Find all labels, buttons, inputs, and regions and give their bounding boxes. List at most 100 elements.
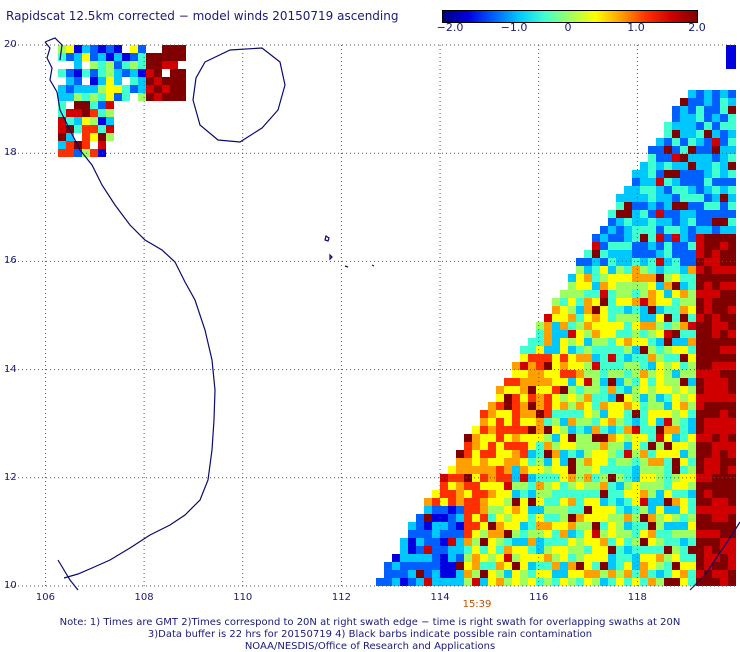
wind-cell — [712, 530, 720, 538]
wind-cell — [544, 418, 552, 426]
wind-cell — [712, 498, 720, 506]
wind-cell — [624, 570, 632, 578]
wind-cell — [728, 170, 736, 178]
wind-cell — [424, 538, 432, 546]
wind-cell — [584, 578, 592, 586]
wind-cell — [696, 554, 704, 562]
wind-cell — [656, 274, 664, 282]
wind-cell — [480, 434, 488, 442]
wind-cell — [584, 290, 592, 298]
coastline — [44, 37, 740, 591]
wind-cell — [720, 458, 728, 466]
wind-cell — [656, 498, 664, 506]
wind-cell — [688, 354, 696, 362]
wind-cell — [576, 330, 584, 338]
wind-cell — [568, 474, 576, 482]
wind-cell — [536, 498, 544, 506]
wind-cell — [576, 410, 584, 418]
wind-cell — [472, 538, 480, 546]
wind-cell — [656, 546, 664, 554]
wind-cell — [648, 194, 656, 202]
wind-cell — [704, 106, 712, 114]
wind-cell — [624, 242, 632, 250]
wind-cell — [544, 490, 552, 498]
wind-cell — [576, 306, 584, 314]
wind-cell — [592, 562, 600, 570]
wind-cell — [400, 562, 408, 570]
wind-cell — [66, 53, 74, 61]
wind-cell — [576, 514, 584, 522]
wind-cell — [560, 362, 568, 370]
wind-cell — [616, 450, 624, 458]
wind-cell — [496, 498, 504, 506]
swath-time-label: 15:39 — [462, 599, 492, 610]
wind-cell — [648, 458, 656, 466]
wind-cell — [536, 354, 544, 362]
wind-cell — [728, 122, 736, 130]
wind-cell — [440, 554, 448, 562]
wind-cell — [440, 490, 448, 498]
wind-cell — [536, 474, 544, 482]
wind-cell — [504, 442, 512, 450]
wind-cell — [680, 442, 688, 450]
wind-cell — [584, 426, 592, 434]
wind-cell — [504, 570, 512, 578]
wind-cell — [66, 109, 74, 117]
wind-cell — [568, 402, 576, 410]
wind-cell — [696, 114, 704, 122]
wind-cell — [672, 298, 680, 306]
wind-cell — [616, 338, 624, 346]
wind-cell — [496, 530, 504, 538]
wind-cell — [58, 53, 66, 61]
wind-cell — [400, 554, 408, 562]
wind-cell — [608, 234, 616, 242]
wind-cell — [584, 250, 592, 258]
wind-cell — [704, 330, 712, 338]
wind-cell — [170, 61, 178, 69]
wind-cell — [416, 546, 424, 554]
wind-cell — [576, 426, 584, 434]
wind-cell — [728, 202, 736, 210]
wind-cell — [74, 101, 82, 109]
wind-cell — [90, 117, 98, 125]
wind-cell — [728, 218, 736, 226]
wind-cell — [728, 362, 736, 370]
wind-cell — [712, 578, 720, 586]
wind-cell — [392, 554, 400, 562]
wind-cell — [688, 546, 696, 554]
wind-cell — [82, 125, 90, 133]
wind-cell — [648, 490, 656, 498]
wind-cell — [688, 314, 696, 322]
wind-cell — [552, 554, 560, 562]
wind-cell — [688, 482, 696, 490]
wind-cell — [648, 226, 656, 234]
wind-cell — [672, 210, 680, 218]
wind-cell — [656, 322, 664, 330]
wind-cell — [520, 346, 528, 354]
wind-cell — [632, 330, 640, 338]
wind-cell — [680, 234, 688, 242]
wind-cell — [512, 434, 520, 442]
wind-cell — [664, 186, 672, 194]
wind-cell — [632, 442, 640, 450]
wind-cell — [512, 570, 520, 578]
wind-cell — [408, 562, 416, 570]
wind-cell — [456, 570, 464, 578]
wind-cell — [552, 346, 560, 354]
wind-cell — [680, 578, 688, 586]
wind-cell — [504, 410, 512, 418]
wind-cell — [648, 418, 656, 426]
wind-cell — [680, 474, 688, 482]
wind-cell — [696, 186, 704, 194]
wind-cell — [664, 234, 672, 242]
wind-cell — [90, 125, 98, 133]
wind-cell — [448, 474, 456, 482]
longitude-label: 112 — [331, 592, 351, 603]
wind-cell — [504, 554, 512, 562]
wind-cell — [456, 474, 464, 482]
wind-cell — [608, 362, 616, 370]
wind-cell — [544, 450, 552, 458]
wind-cell — [512, 450, 520, 458]
wind-cell — [640, 234, 648, 242]
wind-cell — [624, 346, 632, 354]
